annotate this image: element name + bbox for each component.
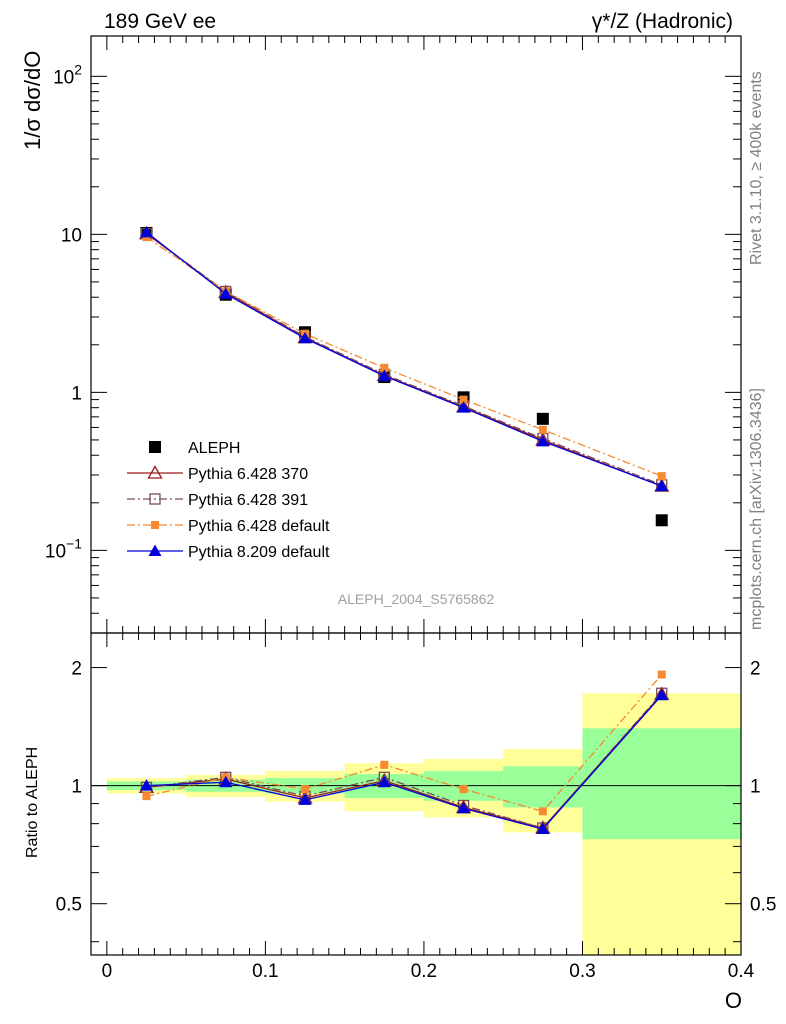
header-right-label: γ*/Z (Hadronic) — [592, 10, 733, 33]
ratio-point-pythia-8-209-default-1 — [219, 775, 233, 788]
legend-label-aleph: ALEPH — [188, 440, 240, 457]
legend-label-pythia-8-209-default: Pythia 8.209 default — [188, 544, 330, 561]
legend-marker-aleph — [149, 441, 161, 453]
ratio-y-tick-label: 1 — [71, 777, 82, 798]
ratio-point-pythia-8-209-default-5 — [536, 822, 550, 835]
ratio-uncertainty-bands — [91, 693, 741, 955]
x-axis-label: O — [725, 988, 742, 1013]
main-y-tick-label: 10−1 — [45, 535, 82, 562]
main-point-aleph-5 — [536, 412, 549, 425]
main-point-pythia-8-209-default-5 — [536, 434, 550, 447]
ratio-point-pythia-6-428-default-2 — [301, 785, 310, 794]
ratio-y-axis-label: Ratio to ALEPH — [24, 747, 41, 858]
main-point-pythia-6-428-default-3 — [380, 363, 389, 372]
ratio-point-pythia-6-428-default-5 — [538, 807, 547, 816]
main-point-pythia-8-209-default-2 — [298, 331, 312, 344]
main-y-tick-label: 102 — [53, 61, 82, 88]
legend-label-pythia-6-428-391: Pythia 6.428 391 — [188, 492, 308, 509]
x-tick-label: 0 — [102, 961, 113, 982]
legend-marker-pythia-6-428-391 — [149, 493, 161, 505]
main-point-pythia-8-209-default-0 — [139, 225, 153, 238]
main-y-tick-label: 10 — [61, 225, 82, 246]
axes-layer: 0 0.1 0.2 0.3 0.4 10−1 1 10 102 0.5 0.5 1 1 2 2 — [45, 35, 776, 982]
ratio-point-pythia-8-209-default-2 — [298, 793, 312, 805]
x-tick-label: 0.4 — [728, 961, 755, 982]
legend-marker-pythia-6-428-370 — [147, 465, 163, 479]
ratio-series-layer — [138, 670, 670, 835]
ratio-point-pythia-6-428-default-0 — [142, 792, 151, 801]
header-left-label: 189 GeV ee — [104, 10, 216, 33]
rivet-version-note: Rivet 3.1.10, ≥ 400k events — [748, 71, 765, 265]
ratio-point-pythia-6-428-default-4 — [459, 785, 468, 794]
ratio-point-pythia-8-209-default-4 — [457, 801, 471, 814]
main-point-pythia-8-209-default-4 — [457, 401, 471, 413]
ratio-y-tick-label-right: 1 — [750, 777, 761, 798]
ratio-point-pythia-6-428-default-6 — [657, 670, 666, 679]
main-y-axis-label: 1/σ dσ/dO — [20, 51, 45, 150]
main-y-tick-label: 1 — [71, 383, 82, 404]
legend-marker-pythia-8-209-default — [148, 544, 162, 556]
main-point-pythia-6-428-default-6 — [657, 472, 666, 481]
main-point-pythia-8-209-default-6 — [655, 479, 669, 492]
ratio-y-tick-label-right: 2 — [750, 659, 761, 680]
legend: ALEPH Pythia 6.428 370 Pythia 6.428 391 Pyt… — [127, 440, 330, 561]
main-series-layer — [138, 225, 670, 527]
x-tick-label: 0.1 — [252, 961, 278, 982]
legend-label-pythia-6-428-370: Pythia 6.428 370 — [188, 466, 308, 483]
ratio-point-pythia-8-209-default-6 — [655, 688, 669, 701]
ratio-y-tick-label-right: 0.5 — [750, 895, 776, 916]
analysis-id-label: ALEPH_2004_S5765862 — [338, 591, 495, 607]
main-point-aleph-6 — [655, 514, 668, 527]
legend-label-pythia-6-428-default: Pythia 6.428 default — [188, 518, 330, 535]
ratio-y-tick-label: 2 — [71, 659, 82, 680]
ratio-y-tick-label: 0.5 — [56, 895, 82, 916]
ratio-point-pythia-6-428-default-3 — [380, 760, 389, 769]
x-tick-label: 0.2 — [411, 961, 437, 982]
main-point-pythia-6-428-default-4 — [459, 395, 468, 404]
ratio-frame — [90, 632, 742, 956]
main-point-pythia-8-209-default-3 — [377, 369, 391, 381]
ratio-point-pythia-8-209-default-0 — [139, 779, 153, 791]
mcplots-reference-note: mcplots.cern.ch [arXiv:1306.3436] — [748, 388, 765, 630]
main-point-pythia-8-209-default-1 — [219, 287, 233, 299]
ratio-band-inner-6 — [582, 728, 741, 840]
ratio-point-pythia-8-209-default-3 — [377, 775, 391, 788]
ratio-band-inner-5 — [503, 766, 583, 808]
main-point-pythia-6-428-default-5 — [538, 425, 547, 434]
legend-marker-pythia-6-428-default — [151, 521, 159, 529]
x-tick-label: 0.3 — [569, 961, 595, 982]
